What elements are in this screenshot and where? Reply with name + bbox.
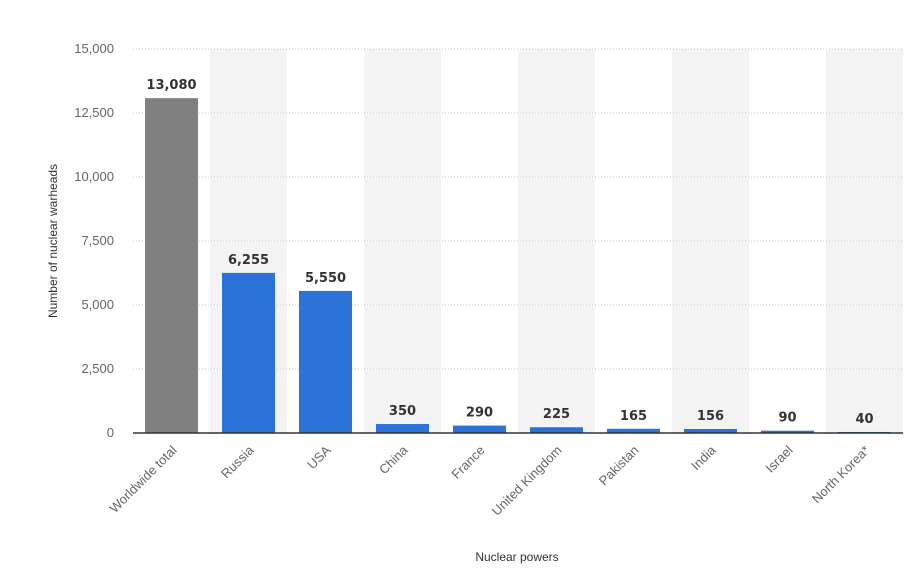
data-label: 225 [543, 407, 570, 422]
data-label: 40 [855, 412, 873, 427]
category-label: North Korea* [809, 443, 873, 507]
y-axis-title: Number of nuclear warheads [46, 164, 60, 318]
y-tick-label: 7,500 [81, 233, 114, 248]
data-label: 165 [620, 409, 647, 424]
category-label: Pakistan [596, 443, 642, 489]
category-label: India [688, 442, 719, 473]
data-label: 90 [778, 411, 796, 426]
y-axis-ticks: 0 2,500 5,000 7,500 10,000 12,500 15,000 [74, 41, 114, 440]
bar[interactable] [145, 98, 198, 433]
y-tick-label: 10,000 [74, 169, 114, 184]
category-label: Russia [218, 442, 257, 481]
category-label: France [448, 443, 487, 482]
data-label: 350 [389, 404, 416, 419]
data-label: 6,255 [228, 253, 269, 268]
column-band [364, 49, 441, 433]
bar[interactable] [607, 428, 660, 433]
bar[interactable] [761, 430, 814, 433]
bar[interactable] [376, 424, 429, 433]
bar[interactable] [684, 429, 737, 433]
bar[interactable] [453, 425, 506, 433]
data-label: 5,550 [305, 271, 346, 286]
category-label: United Kingdom [489, 443, 565, 519]
bar[interactable] [222, 272, 275, 433]
column-band [826, 49, 903, 433]
column-band [672, 49, 749, 433]
category-label: Worldwide total [106, 442, 179, 515]
x-axis-title: Nuclear powers [475, 550, 558, 564]
y-tick-label: 2,500 [81, 361, 114, 376]
category-label: Israel [763, 442, 796, 475]
bar[interactable] [299, 290, 352, 433]
y-tick-label: 15,000 [74, 41, 114, 56]
y-tick-label: 12,500 [74, 105, 114, 120]
data-label: 156 [697, 409, 724, 424]
gridlines [133, 48, 903, 370]
data-label: 13,080 [146, 78, 196, 93]
category-labels: Worldwide total Russia USA China France Unite… [106, 442, 872, 519]
bars [145, 98, 891, 433]
category-label: USA [304, 442, 334, 472]
data-label: 290 [466, 406, 493, 421]
data-labels: 13,080 6,255 5,550 350 290 225 165 156 90 40 [146, 78, 873, 427]
category-label: China [376, 442, 411, 477]
bar[interactable] [530, 427, 583, 433]
y-tick-label: 5,000 [81, 297, 114, 312]
y-tick-label: 0 [107, 425, 114, 440]
